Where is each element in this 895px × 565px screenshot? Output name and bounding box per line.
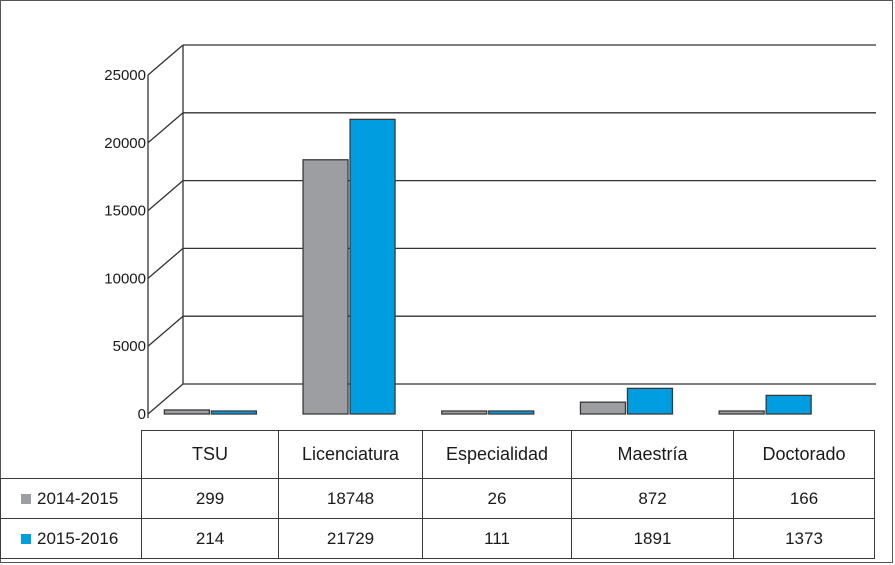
y-tick-label: 5000 bbox=[113, 338, 146, 355]
bar-especialidad-2015-2016 bbox=[488, 410, 535, 415]
bar-licenciatura-2015-2016 bbox=[349, 118, 396, 415]
table-corner bbox=[0, 430, 142, 479]
gridlines bbox=[147, 44, 876, 418]
table-cell: 1891 bbox=[571, 518, 734, 559]
series-label-2014-2015: 2014-2015 bbox=[0, 478, 142, 519]
table-cell: 214 bbox=[141, 518, 279, 559]
legend-swatch-gray bbox=[21, 493, 31, 504]
table-row: 2015-2016 214 21729 111 1891 1373 bbox=[0, 518, 875, 559]
bar-maestría-2015-2016 bbox=[626, 387, 674, 415]
table-cell: 872 bbox=[571, 478, 734, 519]
table-cell: 21729 bbox=[278, 518, 423, 559]
y-axis-ticks: 0 5000 10000 15000 20000 25000 bbox=[104, 67, 146, 423]
bars bbox=[163, 118, 812, 415]
bar-chart: 0 5000 10000 15000 20000 25000 bbox=[104, 44, 876, 423]
col-header-licenciatura: Licenciatura bbox=[278, 430, 423, 479]
table-cell: 18748 bbox=[278, 478, 423, 519]
bar-doctorado-2015-2016 bbox=[765, 394, 812, 415]
y-tick-label: 25000 bbox=[104, 67, 146, 84]
y-tick-label: 20000 bbox=[104, 135, 146, 152]
series-name: 2015-2016 bbox=[37, 528, 119, 548]
bar-maestría-2014-2015 bbox=[579, 401, 627, 415]
series-label-2015-2016: 2015-2016 bbox=[0, 518, 142, 559]
table-cell: 166 bbox=[733, 478, 875, 519]
bar-especialidad-2014-2015 bbox=[441, 410, 488, 415]
table-header-row: TSU Licenciatura Especialidad Maestría D… bbox=[0, 430, 875, 479]
bar-licenciatura-2014-2015 bbox=[302, 159, 349, 415]
col-header-maestria: Maestría bbox=[571, 430, 734, 479]
bar-tsu-2014-2015 bbox=[163, 409, 211, 415]
col-header-doctorado: Doctorado bbox=[733, 430, 875, 479]
table-cell: 26 bbox=[422, 478, 572, 519]
data-table: TSU Licenciatura Especialidad Maestría D… bbox=[0, 430, 875, 559]
legend-swatch-blue bbox=[21, 533, 31, 544]
col-header-especialidad: Especialidad bbox=[422, 430, 572, 479]
y-tick-label: 0 bbox=[138, 406, 146, 423]
table-cell: 111 bbox=[422, 518, 572, 559]
series-name: 2014-2015 bbox=[37, 488, 119, 508]
table-cell: 1373 bbox=[733, 518, 875, 559]
bar-tsu-2015-2016 bbox=[210, 410, 258, 415]
table-row: 2014-2015 299 18748 26 872 166 bbox=[0, 478, 875, 519]
y-tick-label: 15000 bbox=[104, 203, 146, 220]
col-header-tsu: TSU bbox=[141, 430, 279, 479]
y-tick-label: 10000 bbox=[104, 270, 146, 287]
bar-doctorado-2014-2015 bbox=[718, 410, 765, 415]
table-cell: 299 bbox=[141, 478, 279, 519]
